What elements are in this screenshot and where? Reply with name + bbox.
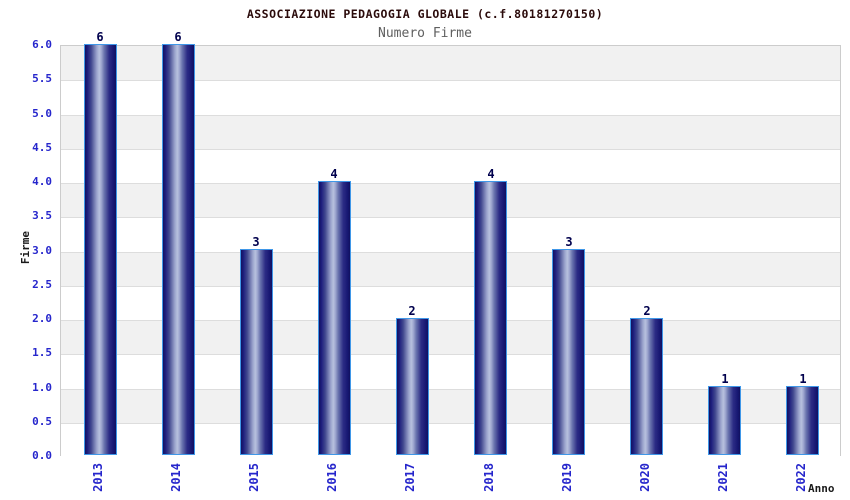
chart-title: ASSOCIAZIONE PEDAGOGIA GLOBALE (c.f.8018… [246, 7, 604, 21]
bar [84, 44, 117, 455]
x-tick-label: 2018 [482, 463, 496, 492]
x-tick-label: 2014 [169, 463, 183, 492]
bar-value-label: 2 [408, 304, 416, 318]
x-tick-label: 2015 [247, 463, 261, 492]
bar-value-label: 2 [643, 304, 651, 318]
gridline [61, 423, 840, 424]
x-tick-label: 2016 [325, 463, 339, 492]
y-tick-label: 2.5 [32, 278, 52, 291]
gridline [61, 252, 840, 253]
bar [786, 386, 819, 455]
y-tick-label: 4.0 [32, 175, 52, 188]
gridline [61, 115, 840, 116]
y-axis-title: Firme [19, 231, 32, 265]
bar-value-label: 3 [565, 235, 573, 249]
x-tick-label: 2019 [560, 463, 574, 492]
y-tick-label: 4.5 [32, 141, 52, 154]
y-tick-label: 1.0 [32, 381, 52, 394]
bar-value-label: 6 [174, 30, 182, 44]
bar [474, 181, 507, 455]
x-tick-label: 2013 [91, 463, 105, 492]
x-tick-label: 2022 [794, 463, 808, 492]
x-axis-title: Anno [808, 482, 835, 495]
bar-value-label: 4 [330, 167, 338, 181]
y-tick-label: 5.5 [32, 72, 52, 85]
gridline [61, 183, 840, 184]
bar-value-label: 1 [799, 372, 807, 386]
x-tick-label: 2021 [716, 463, 730, 492]
bar [162, 44, 195, 455]
y-tick-label: 3.0 [32, 244, 52, 257]
y-tick-label: 5.0 [32, 107, 52, 120]
bar-value-label: 3 [252, 235, 260, 249]
y-tick-label: 2.0 [32, 312, 52, 325]
gridline [61, 286, 840, 287]
y-tick-label: 6.0 [32, 38, 52, 51]
gridline [61, 389, 840, 390]
y-tick-label: 0.0 [32, 449, 52, 462]
bar [708, 386, 741, 455]
x-tick-label: 2020 [638, 463, 652, 492]
bar [318, 181, 351, 455]
y-tick-label: 3.5 [32, 209, 52, 222]
gridline [61, 217, 840, 218]
bar [630, 318, 663, 455]
x-tick-label: 2017 [403, 463, 417, 492]
gridline [61, 80, 840, 81]
bar [552, 249, 585, 455]
chart-subtitle: Numero Firme [378, 26, 472, 41]
gridline [61, 320, 840, 321]
gridline [61, 354, 840, 355]
bar-value-label: 1 [721, 372, 729, 386]
bar-value-label: 4 [487, 167, 495, 181]
gridline [61, 149, 840, 150]
y-tick-label: 1.5 [32, 346, 52, 359]
bar [240, 249, 273, 455]
plot-area: 6 6 3 4 2 4 3 2 1 1 [60, 31, 841, 457]
y-tick-label: 0.5 [32, 415, 52, 428]
bar [396, 318, 429, 455]
bar-value-label: 6 [96, 30, 104, 44]
